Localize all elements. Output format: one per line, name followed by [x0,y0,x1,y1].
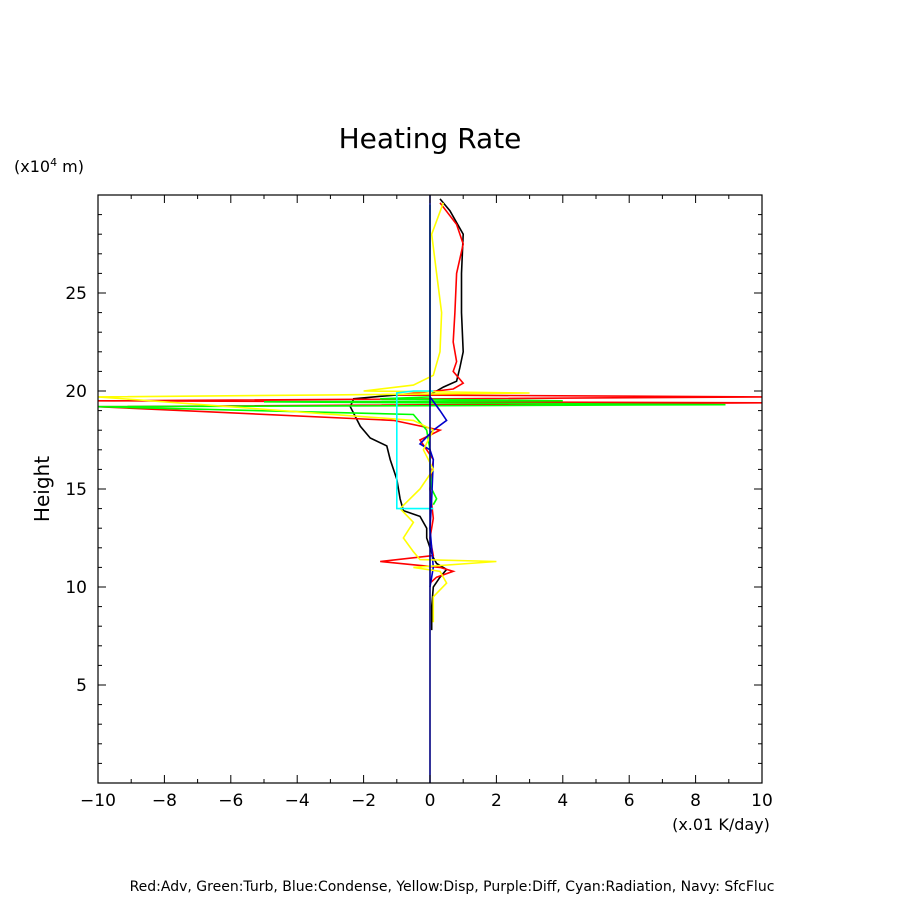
x-tick-label: 10 [751,791,773,811]
x-unit-label: (x.01 K/day) [672,815,770,834]
ticks-layer: −10 −8 −6 −4 −2 0 2 4 6 8 10 5 10 15 20 25 [65,195,773,811]
plot-frame [97,194,763,784]
x-tick-label: −6 [218,791,243,811]
x-tick-label: −8 [152,791,177,811]
y-tick-label: 25 [65,284,87,304]
series-line-4 [97,202,530,623]
series-line-0 [349,198,465,631]
y-tick-label: 20 [65,382,87,402]
y-tick-label: 10 [65,578,87,598]
x-tick-label: −2 [351,791,376,811]
x-tick-label: 4 [557,791,568,811]
x-tick-label: 0 [425,791,436,811]
series-line-5 [396,390,434,510]
y-axis-label: Height [30,456,54,522]
x-tick-label: −10 [80,791,116,811]
y-unit-label: (x104 m) [14,156,84,176]
x-tick-label: 8 [690,791,701,811]
y-tick-label: 15 [65,480,87,500]
series-layer [97,195,763,783]
x-tick-label: 6 [624,791,635,811]
chart-title: Heating Rate [339,122,522,155]
legend-caption: Red:Adv, Green:Turb, Blue:Condense, Yell… [130,879,775,895]
y-tick-label: 5 [76,676,87,696]
x-tick-label: −4 [285,791,310,811]
series-line-2 [97,204,726,506]
x-tick-label: 2 [491,791,502,811]
